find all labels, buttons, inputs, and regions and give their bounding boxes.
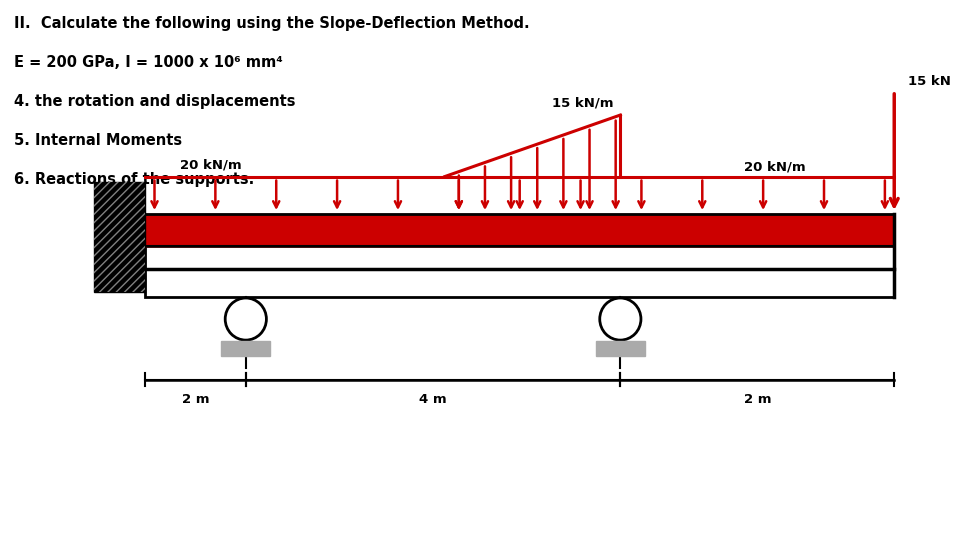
Text: 4. the rotation and displacements: 4. the rotation and displacements bbox=[14, 94, 296, 109]
Bar bbox=[221, 341, 270, 356]
Text: 2 m: 2 m bbox=[744, 393, 771, 406]
Ellipse shape bbox=[600, 298, 641, 340]
Text: 20 kN/m: 20 kN/m bbox=[180, 158, 241, 171]
Text: E = 200 GPa, I = 1000 x 10⁶ mm⁴: E = 200 GPa, I = 1000 x 10⁶ mm⁴ bbox=[14, 55, 283, 70]
Bar bbox=[596, 341, 645, 356]
Bar bbox=[145, 214, 894, 246]
Text: 4 m: 4 m bbox=[419, 393, 447, 406]
Bar bbox=[145, 246, 894, 297]
Text: 5. Internal Moments: 5. Internal Moments bbox=[14, 133, 182, 148]
Ellipse shape bbox=[225, 298, 266, 340]
Text: 15 kN: 15 kN bbox=[908, 75, 951, 88]
Bar bbox=[94, 182, 145, 292]
Bar bbox=[94, 182, 145, 292]
Text: II.  Calculate the following using the Slope-Deflection Method.: II. Calculate the following using the Sl… bbox=[14, 16, 529, 31]
Text: 6. Reactions of the supports.: 6. Reactions of the supports. bbox=[14, 172, 255, 187]
Text: 2 m: 2 m bbox=[182, 393, 210, 406]
Text: 20 kN/m: 20 kN/m bbox=[745, 161, 806, 174]
Text: 15 kN/m: 15 kN/m bbox=[552, 97, 613, 110]
